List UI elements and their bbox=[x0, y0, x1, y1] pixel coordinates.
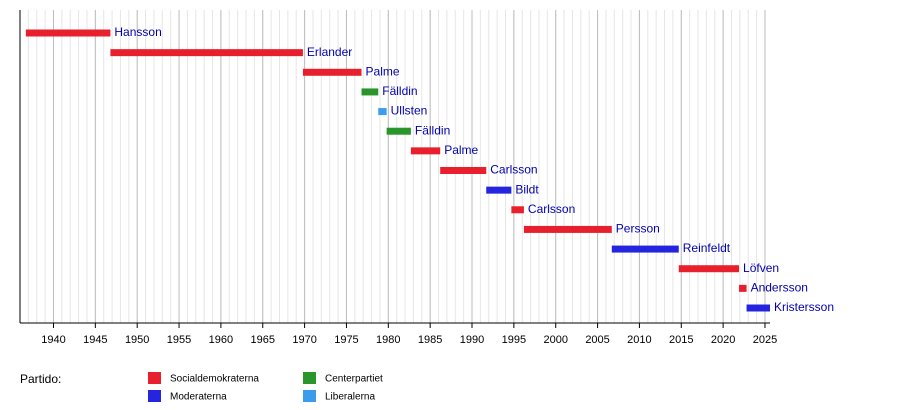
x-tick-label: 1955 bbox=[167, 334, 191, 346]
bar-label: Bildt bbox=[515, 182, 539, 196]
legend-title: Partido: bbox=[20, 372, 61, 386]
legend-swatch bbox=[148, 372, 161, 384]
x-tick-label: 2010 bbox=[627, 334, 651, 346]
bar-label: Löfven bbox=[743, 261, 779, 275]
x-tick-label: 1970 bbox=[292, 334, 316, 346]
bar-label: Palme bbox=[444, 143, 478, 157]
bar-label: Carlsson bbox=[490, 163, 537, 177]
bar-label: Andersson bbox=[751, 281, 808, 295]
bar bbox=[302, 68, 362, 76]
bar bbox=[110, 49, 303, 57]
bar bbox=[361, 88, 379, 96]
bar-label: Erlander bbox=[307, 45, 352, 59]
bar bbox=[611, 245, 679, 253]
bar-label: Persson bbox=[616, 222, 660, 236]
bar-label: Palme bbox=[366, 64, 400, 78]
bar-label: Carlsson bbox=[528, 202, 575, 216]
x-tick-label: 1965 bbox=[251, 334, 275, 346]
bar bbox=[25, 29, 111, 37]
x-tick-label: 1950 bbox=[125, 334, 149, 346]
bar bbox=[486, 186, 512, 194]
bar bbox=[746, 304, 770, 312]
legend-swatch bbox=[303, 390, 316, 402]
bar bbox=[386, 127, 411, 135]
legend-label: Moderaterna bbox=[170, 392, 227, 403]
legend-label: Liberalerna bbox=[325, 392, 375, 403]
x-tick-label: 1985 bbox=[418, 334, 442, 346]
bar bbox=[378, 108, 387, 116]
x-tick-label: 2025 bbox=[753, 334, 777, 346]
bar bbox=[523, 225, 612, 233]
x-tick-label: 2020 bbox=[711, 334, 735, 346]
legend-label: Socialdemokraterna bbox=[170, 374, 259, 385]
x-tick-label: 1960 bbox=[209, 334, 233, 346]
bar-label: Fälldin bbox=[415, 123, 450, 137]
bar bbox=[410, 147, 441, 155]
x-tick-label: 1945 bbox=[83, 334, 107, 346]
x-tick-label: 1940 bbox=[41, 334, 65, 346]
legend-swatch bbox=[148, 390, 161, 402]
bar-label: Kristersson bbox=[774, 300, 834, 314]
bar bbox=[678, 265, 740, 273]
bar bbox=[511, 206, 524, 214]
bar bbox=[739, 284, 747, 292]
x-tick-label: 1975 bbox=[334, 334, 358, 346]
bar-label: Reinfeldt bbox=[683, 241, 731, 255]
bar-label: Fälldin bbox=[382, 84, 417, 98]
x-tick-label: 1995 bbox=[502, 334, 526, 346]
bar-label: Hansson bbox=[114, 25, 161, 39]
legend-label: Centerpartiet bbox=[325, 374, 383, 385]
x-tick-label: 2005 bbox=[585, 334, 609, 346]
bar-label: Ullsten bbox=[391, 104, 428, 118]
x-tick-label: 1990 bbox=[460, 334, 484, 346]
x-tick-label: 2015 bbox=[669, 334, 693, 346]
x-tick-label: 1980 bbox=[376, 334, 400, 346]
bar bbox=[440, 167, 487, 174]
legend-swatch bbox=[303, 372, 316, 384]
x-tick-label: 2000 bbox=[543, 334, 567, 346]
